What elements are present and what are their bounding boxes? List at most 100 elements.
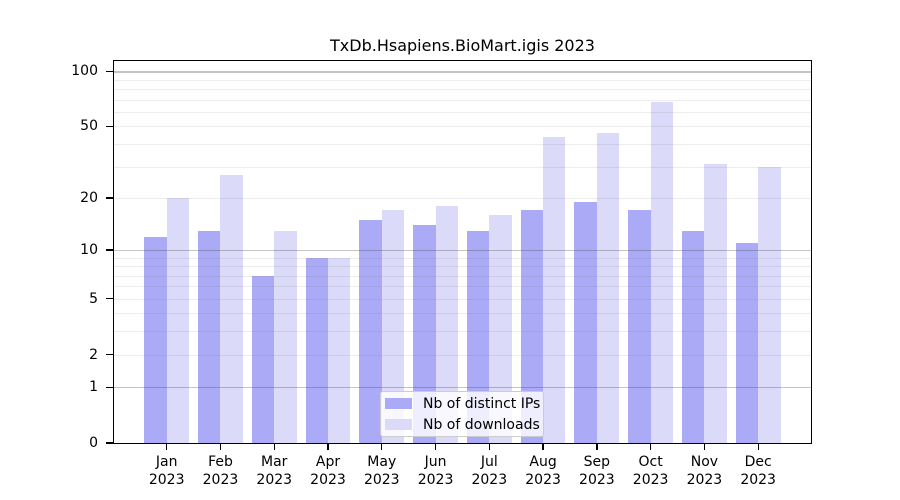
gridline-minor-20 xyxy=(114,197,811,199)
y-tick-label-1: 1 xyxy=(89,379,98,396)
bar-downloads-apr xyxy=(328,257,351,443)
gridline-minor-9 xyxy=(114,257,811,259)
y-tick-10 xyxy=(106,249,114,251)
y-tick-label-100: 100 xyxy=(71,63,98,80)
x-tick-year-feb: 2023 xyxy=(202,472,239,488)
bar-ips-sep xyxy=(574,201,597,443)
x-tick-oct xyxy=(649,443,652,450)
gridline-major-10 xyxy=(114,249,811,252)
y-tick-5 xyxy=(106,298,114,300)
gridline-minor-2 xyxy=(114,354,811,356)
x-tick-apr xyxy=(327,443,329,450)
chart-title: TxDb.Hsapiens.BioMart.igis 2023 xyxy=(330,36,595,55)
y-tick-100 xyxy=(106,70,114,73)
y-tick-label-10: 10 xyxy=(80,241,98,258)
x-tick-year-dec: 2023 xyxy=(740,472,776,488)
x-tick-jul xyxy=(488,443,490,450)
x-tick-label-oct: Oct 2023 xyxy=(623,453,679,489)
x-tick-aug xyxy=(542,443,544,450)
bar-ips-jun xyxy=(413,224,436,443)
legend-item-distinct-ips: Nb of distinct IPs xyxy=(385,395,541,412)
x-tick-year-jan: 2023 xyxy=(148,472,185,488)
x-tick-label-jun: Jun 2023 xyxy=(408,453,464,489)
gridline-minor-40 xyxy=(114,144,811,146)
x-tick-label-feb: Feb 2023 xyxy=(192,453,248,489)
legend-item-downloads: Nb of downloads xyxy=(385,416,540,433)
bar-ips-jan xyxy=(144,236,167,443)
x-tick-feb xyxy=(219,443,222,450)
gridline-minor-30 xyxy=(114,166,811,168)
gridline-minor-90 xyxy=(114,79,811,81)
gridline-minor-70 xyxy=(114,99,811,101)
x-tick-jan xyxy=(166,443,168,450)
x-tick-sep xyxy=(596,443,598,450)
y-tick-2 xyxy=(106,353,114,356)
bar-ips-jul xyxy=(466,230,490,443)
x-tick-year-oct: 2023 xyxy=(632,472,669,488)
legend: Nb of distinct IPs Nb of downloads xyxy=(380,391,544,437)
gridline-minor-5 xyxy=(114,298,811,300)
y-tick-20 xyxy=(106,197,114,199)
gridline-minor-8 xyxy=(114,266,811,268)
x-tick-year-nov: 2023 xyxy=(686,472,723,488)
bar-downloads-jul xyxy=(489,214,512,443)
legend-swatch-distinct-ips xyxy=(385,398,412,409)
x-tick-year-may: 2023 xyxy=(363,472,400,488)
y-tick-label-0: 0 xyxy=(89,435,98,451)
bar-downloads-nov xyxy=(704,163,727,443)
y-tick-label-5: 5 xyxy=(89,290,98,307)
bar-downloads-oct xyxy=(650,102,674,443)
bar-downloads-dec xyxy=(758,166,781,443)
bar-downloads-mar xyxy=(274,230,297,443)
y-tick-label-2: 2 xyxy=(89,346,98,363)
x-tick-dec xyxy=(757,443,759,450)
gridline-major-100 xyxy=(114,71,811,73)
bar-downloads-may xyxy=(381,210,405,443)
gridline-major-1 xyxy=(114,386,811,389)
gridline-minor-6 xyxy=(114,286,811,288)
gridline-minor-50 xyxy=(114,126,811,128)
y-tick-50 xyxy=(106,125,114,128)
x-tick-label-mar: Mar 2023 xyxy=(246,453,302,489)
x-tick-nov xyxy=(703,443,706,450)
x-tick-year-aug: 2023 xyxy=(525,472,561,488)
bar-ips-aug xyxy=(520,210,544,443)
y-tick-0 xyxy=(106,442,114,444)
y-tick-label-50: 50 xyxy=(80,118,98,135)
gridline-minor-60 xyxy=(114,112,811,114)
bar-downloads-aug xyxy=(543,136,566,443)
bar-downloads-feb xyxy=(220,174,243,443)
bar-ips-feb xyxy=(198,230,221,443)
x-tick-label-sep: Sep 2023 xyxy=(569,453,625,489)
plot-area xyxy=(114,61,811,443)
bar-downloads-sep xyxy=(596,133,620,443)
gridline-minor-3 xyxy=(114,331,811,333)
x-tick-year-sep: 2023 xyxy=(579,472,615,488)
bar-ips-oct xyxy=(628,210,651,443)
x-tick-year-apr: 2023 xyxy=(310,472,346,488)
x-tick-year-jul: 2023 xyxy=(471,472,508,488)
legend-label-distinct-ips: Nb of distinct IPs xyxy=(423,395,541,412)
legend-label-downloads: Nb of downloads xyxy=(423,416,540,433)
x-tick-mar xyxy=(273,443,275,450)
bar-ips-apr xyxy=(305,257,328,443)
x-tick-year-mar: 2023 xyxy=(256,472,293,488)
gridline-minor-7 xyxy=(114,275,811,277)
x-tick-may xyxy=(381,443,383,450)
y-tick-1 xyxy=(106,386,114,388)
x-tick-year-jun: 2023 xyxy=(417,472,454,488)
x-tick-label-jul: Jul 2023 xyxy=(461,453,517,489)
bar-ips-nov xyxy=(682,230,705,443)
y-tick-label-20: 20 xyxy=(80,189,98,206)
bar-downloads-jun xyxy=(435,205,458,443)
x-tick-label-dec: Dec 2023 xyxy=(730,453,786,489)
x-tick-label-may: May 2023 xyxy=(354,453,410,489)
x-tick-jun xyxy=(434,443,437,450)
x-tick-label-jan: Jan 2023 xyxy=(139,453,195,489)
bar-ips-mar xyxy=(251,275,275,443)
x-tick-label-aug: Aug 2023 xyxy=(515,453,571,489)
bar-downloads-jan xyxy=(166,197,190,443)
x-tick-label-apr: Apr 2023 xyxy=(300,453,356,489)
gridline-minor-80 xyxy=(114,89,811,91)
